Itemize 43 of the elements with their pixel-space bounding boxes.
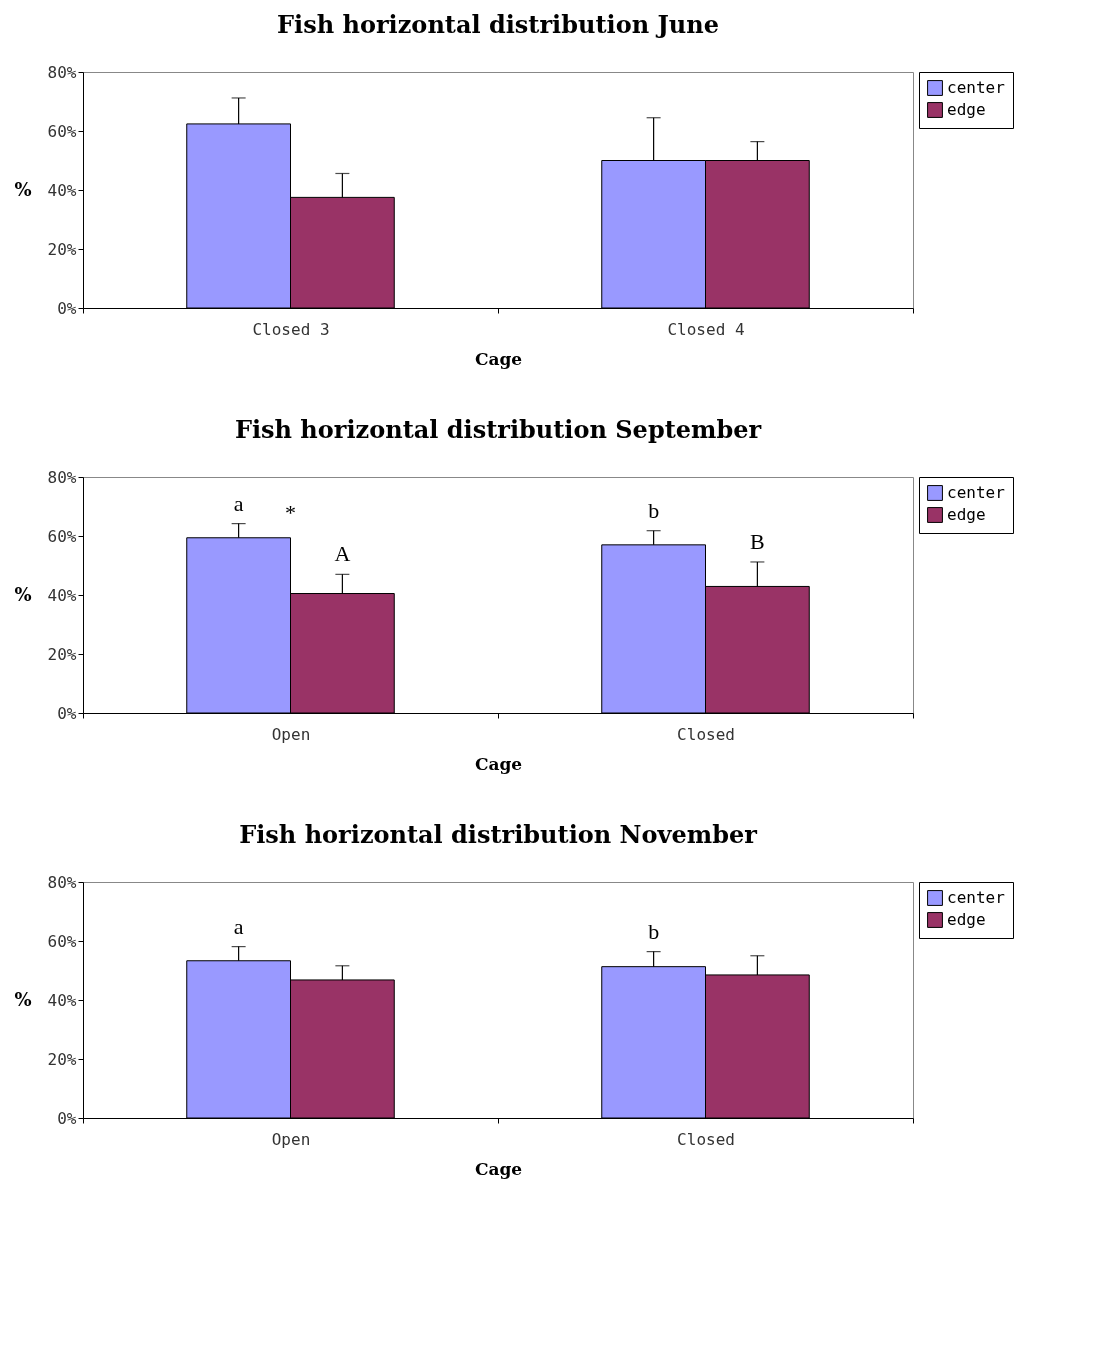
y-tick-label: 20% <box>47 644 77 664</box>
x-tick-label: Closed 3 <box>252 319 330 339</box>
y-tick-label: 40% <box>47 180 77 200</box>
chart-title: Fish horizontal distribution June <box>277 10 719 39</box>
data-label: b <box>648 918 660 944</box>
y-tick-label: 80% <box>47 467 77 487</box>
x-tick-label: Closed <box>677 724 735 744</box>
x-tick-label: Open <box>271 724 311 744</box>
data-label: A <box>334 541 351 567</box>
chart-title: Fish horizontal distribution November <box>239 820 758 849</box>
y-tick-label: 40% <box>47 990 77 1010</box>
y-axis-title: % <box>14 988 32 1010</box>
y-tick-label: 0% <box>57 1108 77 1128</box>
data-label: a <box>233 490 244 516</box>
y-tick-label: 60% <box>47 931 77 951</box>
y-tick-label: 0% <box>57 298 77 318</box>
legend-label: edge <box>947 100 986 119</box>
x-axis-title: Cage <box>474 348 523 369</box>
legend-label: center <box>947 888 1006 907</box>
y-tick-label: 0% <box>57 703 77 723</box>
chart-title: Fish horizontal distribution September <box>234 415 762 444</box>
y-tick-label: 20% <box>47 1049 77 1069</box>
data-label: B <box>750 528 765 554</box>
y-tick-label: 60% <box>47 526 77 546</box>
y-axis-title: % <box>14 583 32 605</box>
y-axis-title: % <box>14 178 32 200</box>
data-label: b <box>648 497 660 523</box>
x-tick-label: Closed 4 <box>667 319 745 339</box>
y-tick-label: 80% <box>47 872 77 892</box>
y-tick-label: 20% <box>47 239 77 259</box>
x-tick-label: Closed <box>677 1129 735 1149</box>
y-tick-label: 40% <box>47 585 77 605</box>
y-tick-label: 60% <box>47 121 77 141</box>
legend-label: edge <box>947 505 986 524</box>
annotation: * <box>285 500 296 525</box>
x-tick-label: Open <box>271 1129 311 1149</box>
legend-label: center <box>947 78 1006 97</box>
y-tick-label: 80% <box>47 62 77 82</box>
legend-label: center <box>947 483 1006 502</box>
x-axis-title: Cage <box>474 753 523 774</box>
legend-label: edge <box>947 910 986 929</box>
data-label: a <box>233 913 244 939</box>
x-axis-title: Cage <box>474 1158 523 1179</box>
